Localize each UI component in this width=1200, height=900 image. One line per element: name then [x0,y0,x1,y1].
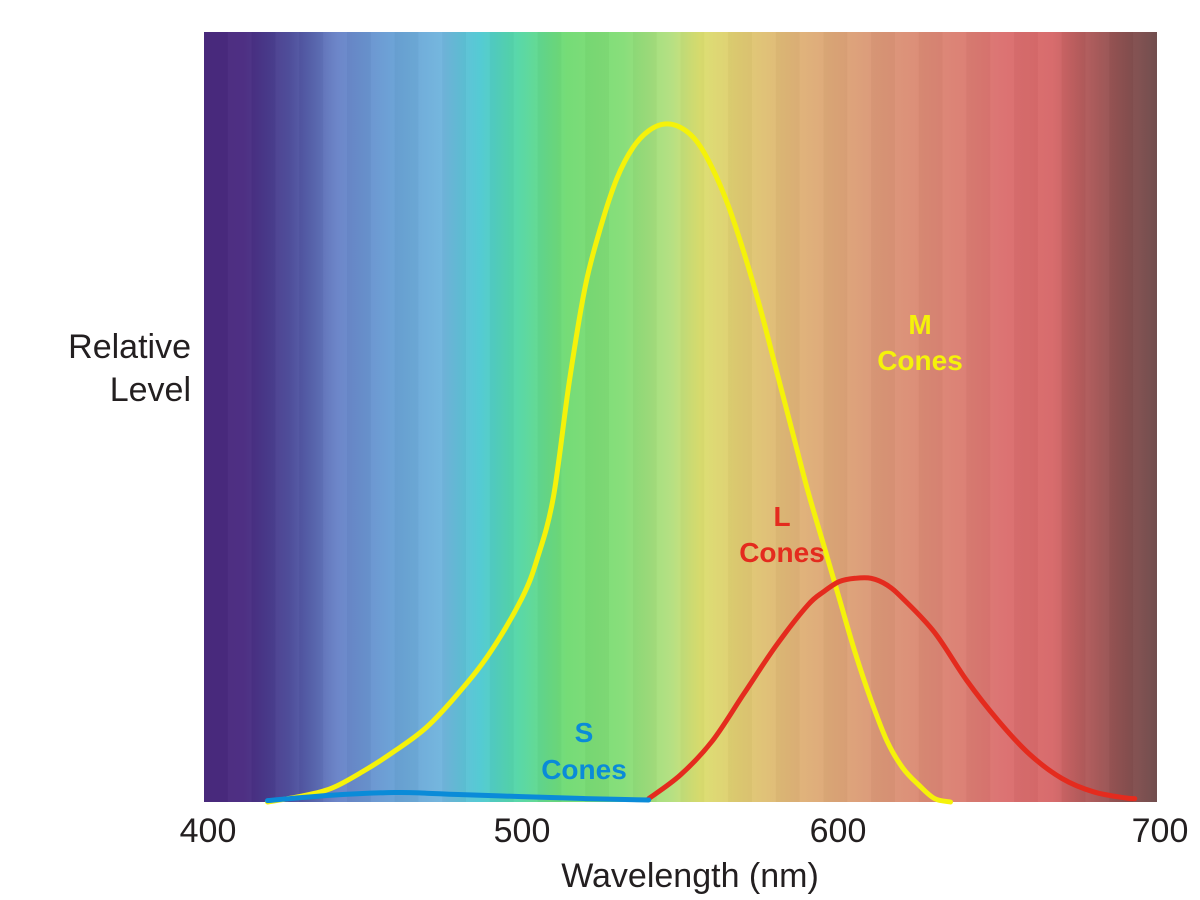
spectrum-band [823,32,847,802]
spectrum-band [395,32,419,802]
spectrum-band [1062,32,1086,802]
series-layer [265,121,1138,805]
spectrum-band [1133,32,1157,802]
m-cones-label-letter: M [908,309,931,340]
spectrum-band [633,32,657,802]
spectrum-band [704,32,728,802]
x-tick-label-400: 400 [180,812,237,850]
spectrum-band [275,32,299,802]
spectrum-band [538,32,562,802]
spectrum-band [1014,32,1038,802]
spectrum-band [871,32,895,802]
spectrum-band [1109,32,1133,802]
spectrum-band [752,32,776,802]
spectrum-band [204,32,228,802]
spectrum-band [585,32,609,802]
spectrum-band [252,32,276,802]
x-tick-label-700: 700 [1132,812,1189,850]
spectrum-bands [204,32,1157,802]
spectrum-band [990,32,1014,802]
l-cones-label-letter: L [773,501,790,532]
s-cones-curve [265,789,652,804]
spectrum-band [371,32,395,802]
spectrum-band [657,32,681,802]
spectrum-band [895,32,919,802]
s-cones-label-letter: S [575,717,594,748]
spectrum-band [800,32,824,802]
l-cones-label-word: Cones [739,537,825,568]
x-tick-label-500: 500 [494,812,551,850]
spectrum-band [466,32,490,802]
m-cones-label-word: Cones [877,345,963,376]
spectrum-band [1038,32,1062,802]
spectrum-band [490,32,514,802]
x-tick-label-600: 600 [810,812,867,850]
y-axis-label-line-1: Relative [68,328,191,366]
spectrum-band [299,32,323,802]
l-cones-curve [646,575,1138,802]
y-axis-label-line-2: Level [110,371,191,409]
spectrum-band [228,32,252,802]
s-cones-label-word: Cones [541,754,627,785]
spectrum-background [204,32,1157,802]
m-cones-curve [265,121,953,805]
spectrum-band [514,32,538,802]
spectrum-band [418,32,442,802]
spectrum-band [1086,32,1110,802]
spectrum-band [943,32,967,802]
spectrum-band [323,32,347,802]
spectrum-band [609,32,633,802]
spectrum-band [347,32,371,802]
x-axis-label: Wavelength (nm) [561,857,819,895]
spectrum-band [919,32,943,802]
